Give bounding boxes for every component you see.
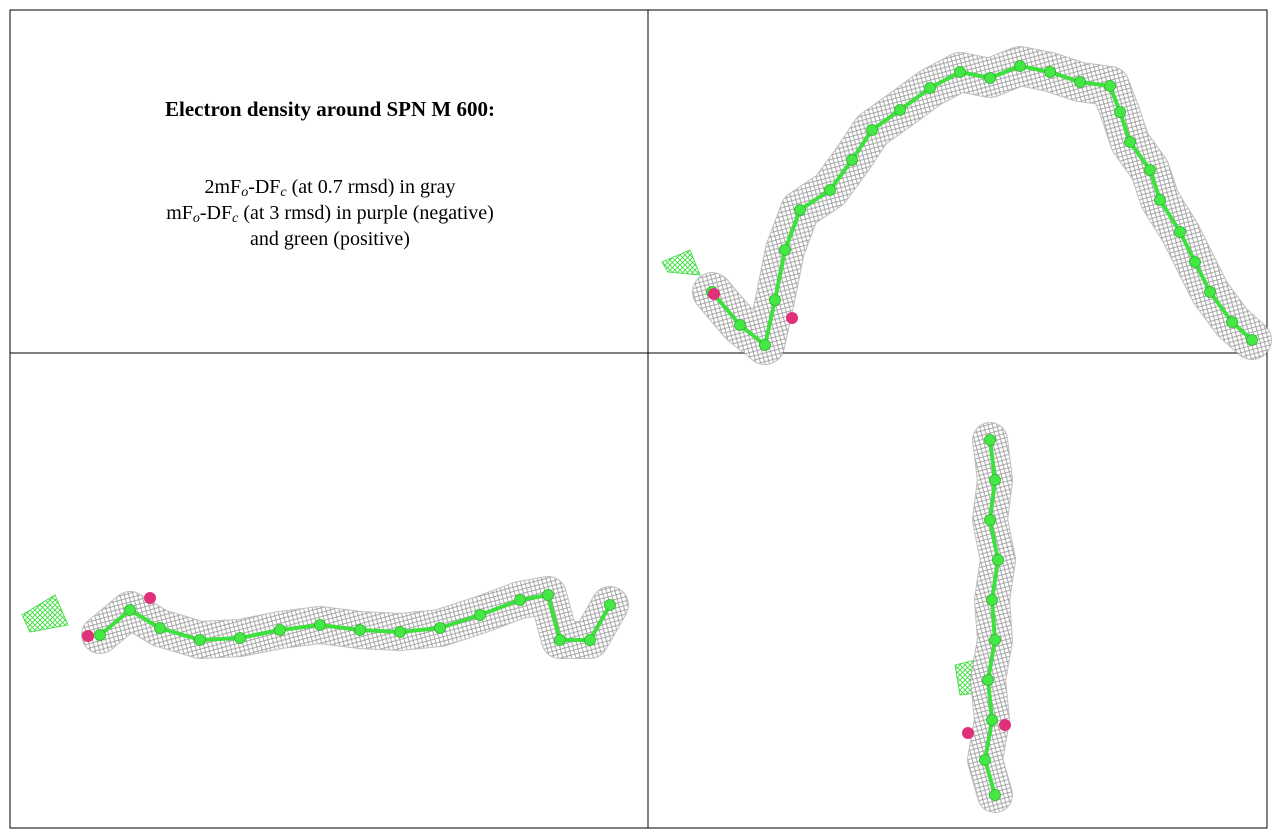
atom (94, 629, 106, 641)
bond (710, 64, 1254, 347)
atom (1246, 334, 1258, 346)
atom (1014, 60, 1026, 72)
atom (314, 619, 326, 631)
atom (1144, 164, 1156, 176)
atom (154, 622, 166, 634)
atom (984, 434, 996, 446)
subscript: o (241, 185, 248, 200)
caption-line: and green (positive) (250, 228, 410, 250)
atom (989, 634, 1001, 646)
subscript: c (280, 185, 287, 200)
text-segment: 2mF (205, 176, 242, 198)
atom (846, 154, 858, 166)
text-segment: (at 3 rmsd) in purple (negative) (238, 202, 493, 224)
density-mesh (693, 47, 1271, 364)
oxygen-atom (82, 630, 94, 642)
atom (514, 594, 526, 606)
atom (194, 634, 206, 646)
atom (274, 624, 286, 636)
atom (982, 674, 994, 686)
atom (1104, 80, 1116, 92)
bond (983, 439, 1000, 796)
text-segment: mF (166, 202, 193, 224)
atom (1174, 226, 1186, 238)
atom (1204, 286, 1216, 298)
molecule-views (21, 46, 1272, 813)
atom (1226, 316, 1238, 328)
atom (989, 474, 1001, 486)
atom (1124, 136, 1136, 148)
atom (1189, 256, 1201, 268)
text-segment: and green (positive) (250, 228, 410, 250)
oxygen-atom (144, 592, 156, 604)
atom (986, 714, 998, 726)
atom (1114, 106, 1126, 118)
atom (474, 609, 486, 621)
atom (992, 554, 1004, 566)
atom (954, 66, 966, 78)
atom (769, 294, 781, 306)
atom (434, 622, 446, 634)
atom (759, 339, 771, 351)
atom (1154, 194, 1166, 206)
oxygen-atom (786, 312, 798, 324)
caption-line: mFo-DFc (at 3 rmsd) in purple (negative) (166, 202, 494, 227)
atom (394, 626, 406, 638)
atom (234, 632, 246, 644)
atom (794, 204, 806, 216)
atom (542, 589, 554, 601)
subscript: c (232, 211, 239, 226)
text-segment: -DF (248, 176, 280, 198)
text-segment: -DF (200, 202, 232, 224)
atom (584, 634, 596, 646)
oxygen-atom (708, 288, 720, 300)
atom (979, 754, 991, 766)
atom (124, 604, 136, 616)
atom (1044, 66, 1056, 78)
bond (98, 593, 612, 642)
atom (984, 514, 996, 526)
oxygen-atom (999, 719, 1011, 731)
caption-line: 2mFo-DFc (at 0.7 rmsd) in gray (205, 176, 456, 201)
atom (734, 319, 746, 331)
table-border (9, 9, 1268, 829)
atom (986, 594, 998, 606)
text-segment: (at 0.7 rmsd) in gray (287, 176, 456, 198)
atom (354, 624, 366, 636)
subscript: o (193, 211, 200, 226)
positive-density (661, 249, 701, 276)
atom (866, 124, 878, 136)
oxygen-atom (962, 727, 974, 739)
atom (924, 82, 936, 94)
atom (604, 599, 616, 611)
caption-title: Electron density around SPN M 600: (165, 97, 495, 121)
atom (554, 634, 566, 646)
atom (989, 789, 1001, 801)
atom (894, 104, 906, 116)
atom (1074, 76, 1086, 88)
atom (984, 72, 996, 84)
positive-density (21, 594, 69, 633)
atom (779, 244, 791, 256)
atom (824, 184, 836, 196)
